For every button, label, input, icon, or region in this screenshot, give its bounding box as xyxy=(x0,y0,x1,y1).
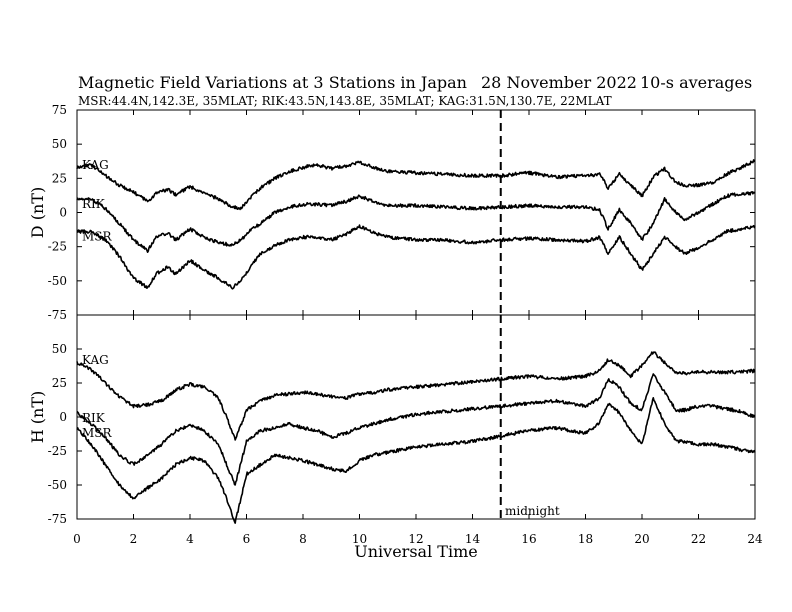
x-tick-label: 0 xyxy=(73,532,81,546)
y-tick-label: -50 xyxy=(48,274,67,288)
y-tick-label: 50 xyxy=(52,137,67,151)
x-tick-label: 2 xyxy=(130,532,138,546)
y-axis-label: D (nT) xyxy=(28,187,47,238)
x-axis-label: Universal Time xyxy=(354,542,477,561)
x-tick-label: 6 xyxy=(243,532,251,546)
plot-frame xyxy=(76,109,756,316)
x-tick-label: 22 xyxy=(691,532,706,546)
y-tick-label: -25 xyxy=(48,444,67,458)
y-tick-label: 0 xyxy=(59,206,67,220)
x-tick-label: 10 xyxy=(352,532,367,546)
series-line-msr xyxy=(76,224,756,290)
x-tick-label: 8 xyxy=(299,532,307,546)
x-tick-label: 18 xyxy=(578,532,593,546)
series-line-kag xyxy=(76,351,756,441)
x-tick-label: 16 xyxy=(521,532,536,546)
y-tick-label: 25 xyxy=(52,171,67,185)
x-tick-label: 24 xyxy=(747,532,763,546)
series-line-msr xyxy=(76,396,756,524)
series-line-rik xyxy=(76,191,756,253)
x-tick-label: 20 xyxy=(634,532,649,546)
station-label-kag: KAG xyxy=(82,158,109,172)
station-label-rik: RIK xyxy=(82,411,106,425)
series-line-kag xyxy=(76,159,756,211)
stations-info: MSR:44.4N,142.3E, 35MLAT; RIK:43.5N,143.… xyxy=(78,94,612,108)
x-tick-label: 14 xyxy=(465,532,481,546)
plot-frame xyxy=(76,314,756,520)
panel-declination: -75 -50 -25 0 25 50 75 D (nT) KAG RIK MSR xyxy=(28,103,756,322)
station-label-msr: MSR xyxy=(82,230,113,244)
y-tick-label: -75 xyxy=(48,512,67,526)
chart-date: 28 November 2022 xyxy=(481,73,637,92)
y-tick-label: -75 xyxy=(48,308,67,322)
y-tick-label: 0 xyxy=(59,410,67,424)
x-tick-label: 12 xyxy=(408,532,423,546)
series-line-rik xyxy=(76,373,756,486)
station-label-msr: MSR xyxy=(82,426,113,440)
y-axis-label: H (nT) xyxy=(28,391,47,444)
station-label-kag: KAG xyxy=(82,353,109,367)
chart-averaging: 10-s averages xyxy=(640,73,752,92)
y-tick-label: -50 xyxy=(48,478,67,492)
x-tick-label: 4 xyxy=(186,532,194,546)
y-tick-label: 25 xyxy=(52,376,67,390)
y-tick-label: 50 xyxy=(52,342,67,356)
y-tick-label: -25 xyxy=(48,240,67,254)
midnight-label: midnight xyxy=(505,504,560,518)
chart-title: Magnetic Field Variations at 3 Stations … xyxy=(78,73,467,92)
station-label-rik: RIK xyxy=(82,197,106,211)
y-tick-label: 75 xyxy=(52,103,67,117)
